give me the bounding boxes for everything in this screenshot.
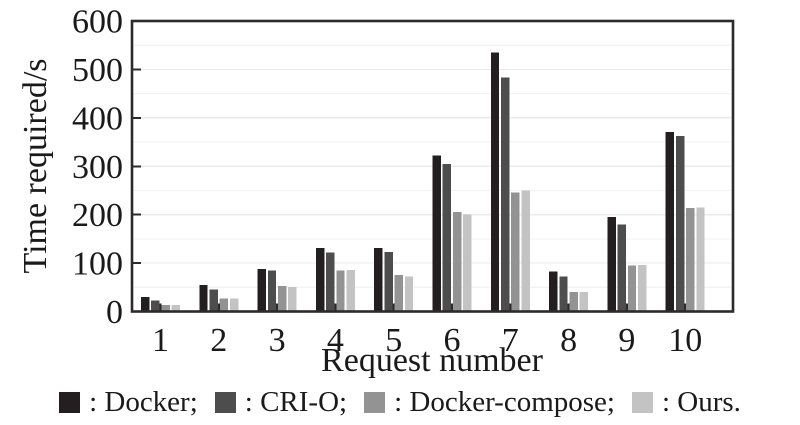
x-axis-label: Request number — [321, 342, 544, 379]
bar-ours-req2 — [229, 298, 239, 312]
y-axis-label: Time required/s — [17, 58, 54, 273]
bar-cri-o-req5 — [384, 251, 393, 312]
x-tick-label-8: 8 — [560, 322, 577, 359]
legend-label-docker: : Docker; — [89, 385, 198, 418]
bar-cri-o-req8 — [559, 276, 568, 312]
x-tick-label-1: 1 — [152, 322, 169, 359]
bar-docker-req9 — [607, 217, 616, 312]
x-tick-label-6: 6 — [444, 322, 461, 359]
bar-cri-o-req6 — [442, 163, 452, 312]
bar-ours-req8 — [579, 292, 589, 312]
bar-cri-o-req10 — [675, 136, 685, 312]
bar-ours-req1 — [171, 305, 180, 312]
y-tick-label-600: 600 — [72, 4, 123, 41]
legend-swatch-icon-docker-compose — [364, 391, 386, 413]
bar-docker-compose-req9 — [627, 265, 637, 312]
x-tick-label-7: 7 — [502, 322, 519, 359]
bar-cri-o-req4 — [326, 252, 335, 312]
x-tick-label-9: 9 — [618, 322, 635, 359]
bar-ours-req6 — [463, 214, 472, 312]
bar-docker-compose-req4 — [336, 270, 345, 312]
plot-frame — [130, 19, 735, 313]
bar-docker-req8 — [549, 271, 558, 312]
bar-docker-req1 — [141, 296, 150, 312]
y-tick-label-200: 200 — [72, 197, 123, 234]
bar-docker-req3 — [257, 268, 266, 312]
y-tick-label-300: 300 — [72, 149, 123, 186]
bar-ours-req4 — [346, 269, 355, 312]
legend-item-docker-compose: : Docker-compose; — [364, 385, 615, 418]
x-tick-label-4: 4 — [327, 322, 344, 359]
legend-item-ours: : Ours. — [631, 385, 741, 418]
bar-docker-compose-req10 — [686, 207, 695, 312]
y-tick-label-0: 0 — [106, 294, 123, 331]
bar-ours-req5 — [404, 276, 414, 312]
bar-ours-req10 — [696, 207, 705, 312]
bar-docker-compose-req5 — [394, 275, 403, 312]
bar-docker-compose-req6 — [452, 211, 462, 312]
bar-cri-o-req1 — [151, 300, 160, 312]
legend-item-cri-o: : CRI-O; — [214, 385, 348, 418]
bars — [141, 52, 705, 312]
bar-docker-req7 — [490, 52, 500, 312]
bar-docker-compose-req2 — [219, 298, 229, 312]
legend-swatch-icon-cri-o — [214, 391, 236, 413]
x-tick-label-10: 10 — [668, 322, 702, 359]
legend: : Docker; : CRI-O; : Docker-compose; : Ours… — [0, 385, 800, 419]
y-tick-label-100: 100 — [72, 246, 123, 283]
bar-docker-req4 — [315, 248, 325, 312]
x-tick-label-3: 3 — [269, 322, 286, 359]
legend-swatch-icon-ours — [631, 391, 653, 413]
y-tick-label-400: 400 — [72, 100, 123, 137]
y-tick-label-500: 500 — [72, 52, 123, 89]
x-tick-label-5: 5 — [385, 322, 402, 359]
bar-docker-req5 — [374, 248, 383, 312]
bar-docker-compose-req7 — [511, 192, 520, 312]
legend-item-docker: : Docker; — [59, 385, 198, 418]
bar-ours-req9 — [638, 265, 647, 312]
bar-docker-compose-req1 — [161, 305, 170, 312]
bar-cri-o-req7 — [501, 77, 510, 312]
bar-docker-req2 — [199, 284, 208, 312]
bar-ours-req7 — [521, 190, 530, 312]
x-tick-label-2: 2 — [210, 322, 227, 359]
bar-cri-o-req2 — [209, 289, 218, 312]
legend-label-docker-compose: : Docker-compose; — [394, 385, 615, 418]
legend-label-cri-o: : CRI-O; — [244, 385, 348, 418]
bar-docker-req6 — [432, 155, 441, 312]
bar-docker-compose-req3 — [278, 285, 287, 312]
bar-cri-o-req3 — [267, 270, 277, 312]
bar-ours-req3 — [288, 286, 297, 312]
legend-label-ours: : Ours. — [661, 385, 741, 418]
bar-cri-o-req9 — [617, 224, 626, 312]
legend-swatch-icon-docker — [59, 391, 81, 413]
bar-docker-req10 — [665, 131, 675, 312]
bar-docker-compose-req8 — [569, 292, 578, 312]
axes: 0 100 200 300 400 500 600 1 2 3 4 5 6 7 8 9 10 — [72, 4, 735, 359]
